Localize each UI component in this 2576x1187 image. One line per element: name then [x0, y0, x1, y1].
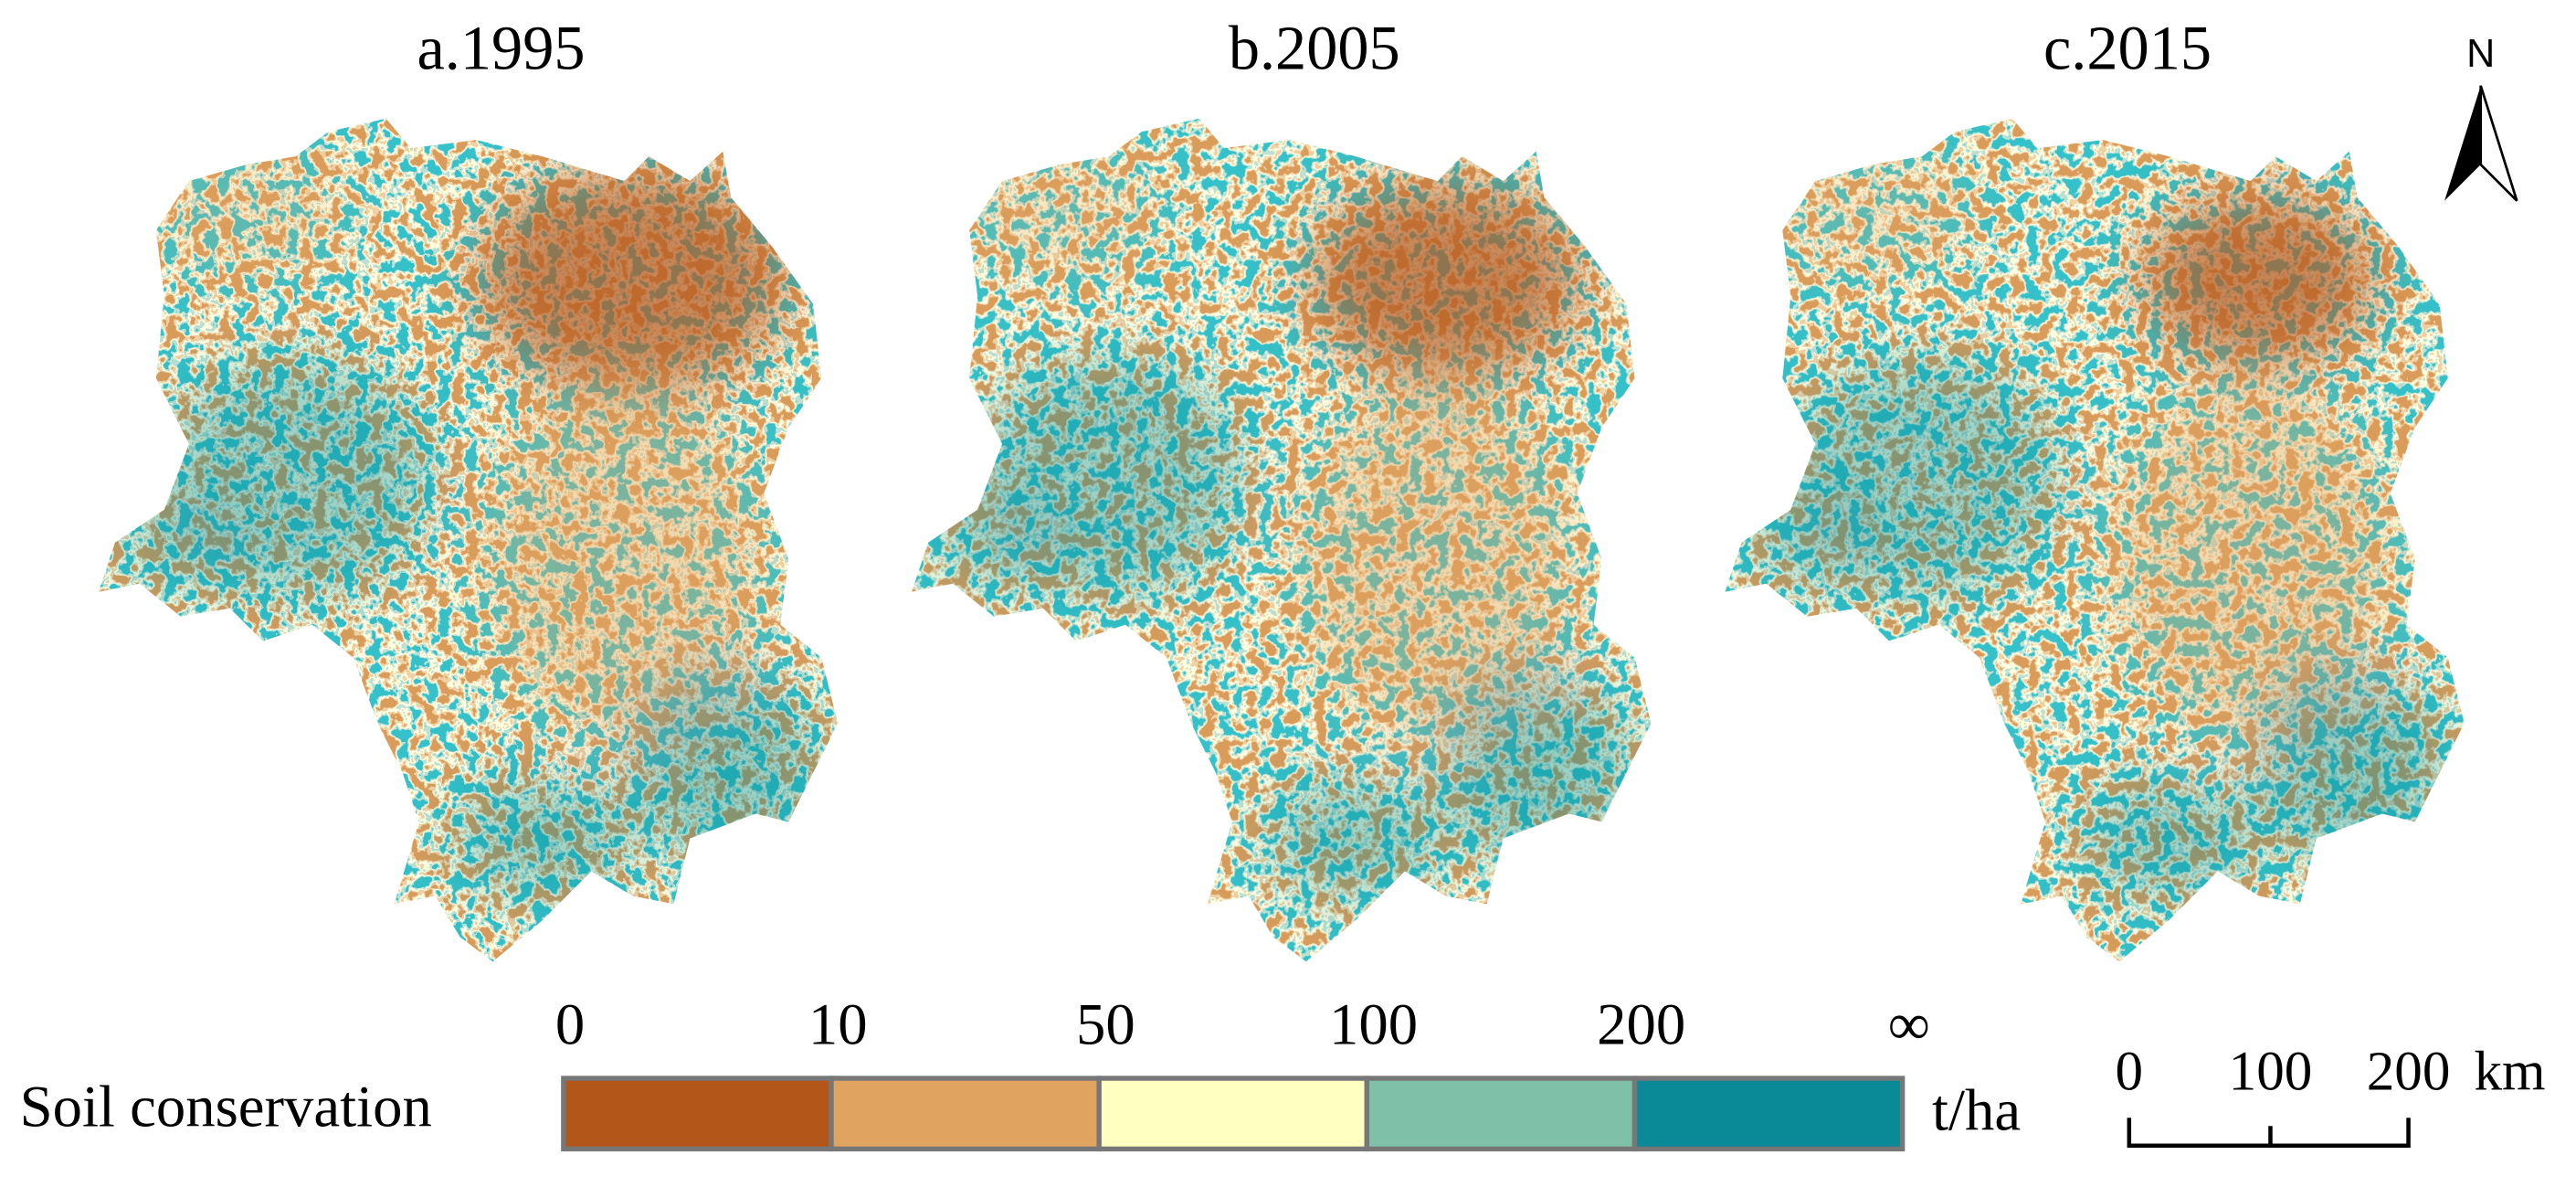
- legend-swatch: [829, 1076, 1102, 1152]
- panel-title: c.2015: [2043, 13, 2212, 82]
- legend-swatch: [1631, 1076, 1906, 1152]
- legend-break-label: 50: [1076, 992, 1135, 1058]
- region-blob: [451, 772, 633, 905]
- region-blob: [624, 665, 822, 864]
- north-label: N: [2466, 32, 2495, 76]
- legend-swatch: [561, 1076, 834, 1152]
- panel-title: a.1995: [417, 13, 585, 82]
- region-blob: [920, 493, 1069, 592]
- regional-pattern: [1733, 148, 2448, 905]
- region-blob: [2078, 772, 2259, 905]
- panel-title: b.2005: [1229, 13, 1400, 82]
- scale-bar: [2127, 1118, 2411, 1149]
- legend-break-label: 100: [1329, 992, 1418, 1058]
- legend-break-label: ∞: [1888, 992, 1930, 1058]
- scale-unit: km: [2474, 1041, 2545, 1102]
- region-blob: [106, 493, 255, 592]
- legend-break-label: 0: [555, 992, 585, 1058]
- north-arrow-left: [2444, 85, 2481, 201]
- region-blob: [1437, 665, 1635, 864]
- legend-title: Soil conservation: [20, 1075, 432, 1140]
- map-panel: [1725, 118, 2465, 962]
- region-blob: [1264, 772, 1446, 905]
- region-blob: [2140, 192, 2378, 367]
- legend-swatch: [1364, 1076, 1638, 1152]
- scale-label: 0: [2116, 1041, 2144, 1102]
- region-blob: [2250, 665, 2448, 864]
- region-blob: [484, 377, 765, 740]
- north-arrow-right: [2479, 85, 2518, 202]
- region-blob: [961, 148, 1158, 280]
- region-blob: [147, 148, 345, 280]
- region-blob: [1297, 377, 1578, 740]
- scale-label: 200: [2367, 1041, 2451, 1102]
- region-blob: [1733, 493, 1882, 592]
- legend-break-label: 200: [1597, 992, 1685, 1058]
- region-blob: [1308, 178, 1584, 381]
- legend-swatch: [1096, 1076, 1370, 1152]
- legend-break-label: 10: [808, 992, 868, 1058]
- regional-pattern: [920, 148, 1635, 905]
- map-panel: [912, 118, 1652, 962]
- region-blob: [2111, 377, 2391, 740]
- legend-unit: t/ha: [1932, 1077, 2021, 1143]
- scale-label: 100: [2229, 1041, 2313, 1102]
- map-panel: [98, 118, 839, 962]
- region-blob: [476, 164, 789, 395]
- region-blob: [1774, 148, 1972, 280]
